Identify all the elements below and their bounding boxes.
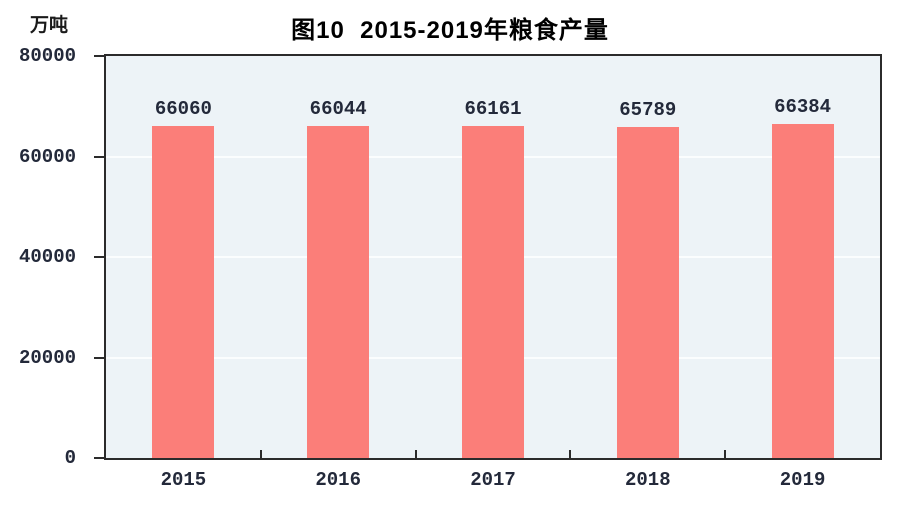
y-tick-mark (94, 155, 106, 158)
bar-2018 (616, 127, 679, 458)
x-tick-mark (569, 450, 572, 458)
chart-title: 图10 2015-2019年粮食产量 (291, 17, 609, 44)
bar-value-label: 66060 (154, 98, 212, 121)
bar-value-label: 66161 (464, 97, 522, 120)
x-axis-label-2019: 2019 (779, 469, 826, 491)
y-tick-label: 0 (64, 447, 76, 469)
bar-value-label: 66044 (309, 98, 367, 121)
y-tick-mark (94, 256, 106, 258)
y-tick-label: 60000 (18, 145, 76, 168)
x-axis-label-2017: 2017 (470, 469, 516, 491)
bar-value-label: 65789 (619, 99, 677, 122)
x-tick-mark (724, 450, 727, 458)
y-tick-mark (94, 457, 106, 459)
y-axis-unit-label: 万吨 (30, 15, 69, 36)
bar-value-label: 66384 (774, 96, 832, 119)
y-tick-mark (94, 55, 106, 57)
plot-area: 66060 66044 66161 65789 66384 (104, 54, 882, 460)
y-tick-label: 20000 (18, 346, 76, 369)
y-tick-label: 40000 (18, 246, 76, 268)
bar-2017 (462, 125, 524, 458)
x-axis-label-2015: 2015 (160, 469, 207, 491)
y-tick-label: 80000 (18, 45, 76, 67)
bar-2019 (771, 124, 834, 458)
y-tick-mark (94, 356, 106, 359)
x-axis-label-2016: 2016 (315, 469, 361, 491)
x-tick-mark (259, 450, 262, 458)
bar-2016 (307, 126, 370, 458)
x-axis-label-2018: 2018 (624, 469, 671, 491)
bar-2015 (152, 126, 215, 458)
x-tick-mark (414, 450, 417, 458)
